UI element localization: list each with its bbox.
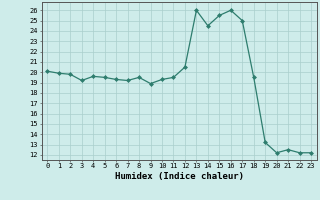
X-axis label: Humidex (Indice chaleur): Humidex (Indice chaleur) [115, 172, 244, 181]
